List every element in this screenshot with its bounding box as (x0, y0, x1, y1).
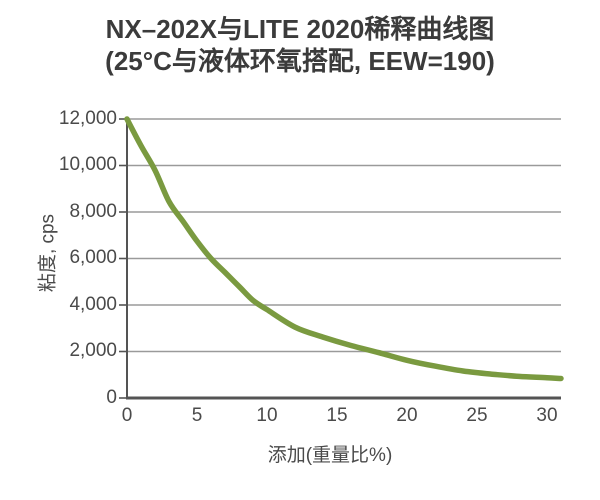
x-tick-label: 15 (326, 405, 348, 426)
x-tick-label: 25 (466, 405, 488, 426)
x-tick-label: 0 (121, 405, 133, 426)
y-tick-label: 12,000 (58, 108, 117, 129)
x-tick-label: 5 (191, 405, 203, 426)
x-axis-title: 添加(重量比%) (267, 445, 393, 466)
title-block: NX–202X与LITE 2020稀释曲线图 (25°C与液体环氧搭配, EEW… (0, 13, 600, 77)
x-tick-label: 20 (396, 405, 418, 426)
chart-title: NX–202X与LITE 2020稀释曲线图 (105, 14, 495, 44)
dilution-curve (124, 116, 564, 382)
y-tick-label: 10,000 (58, 154, 117, 175)
x-tick-label: 10 (256, 405, 278, 426)
y-tick-label: 2,000 (69, 340, 117, 361)
y-tick-label: 4,000 (69, 294, 117, 315)
y-tick-label: 6,000 (69, 247, 117, 268)
y-tick-label: 8,000 (69, 201, 117, 222)
chart-subtitle: (25°C与液体环氧搭配, EEW=190) (105, 46, 495, 76)
y-tick-label: 0 (106, 387, 117, 408)
x-tick-label: 30 (536, 405, 558, 426)
